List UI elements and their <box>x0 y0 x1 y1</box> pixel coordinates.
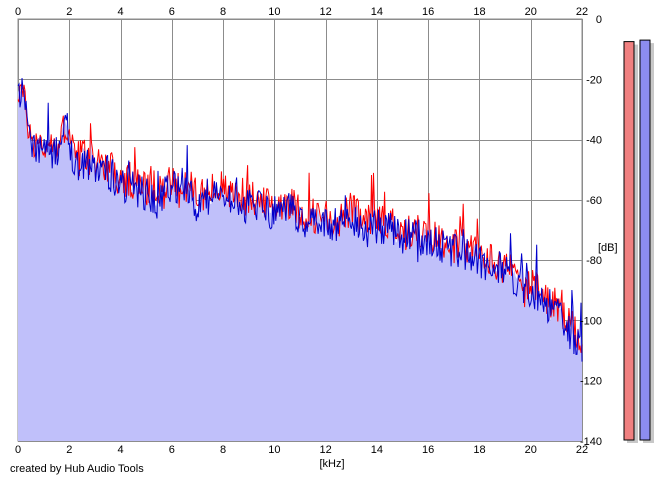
x-tick-label-top: 20 <box>525 6 537 18</box>
x-tick-label-bottom: 6 <box>169 444 175 456</box>
y-tick-label: -20 <box>586 74 602 86</box>
x-tick-label-top: 0 <box>15 6 21 18</box>
x-tick-labels-top: 0 2 4 6 8 10 12 14 16 18 20 22 <box>15 6 588 18</box>
x-tick-label-bottom: 14 <box>371 444 383 456</box>
x-tick-label-top: 16 <box>422 6 434 18</box>
x-tick-label-bottom: 16 <box>422 444 434 456</box>
x-tick-label-bottom: 2 <box>66 444 72 456</box>
level-meter-right <box>639 39 651 441</box>
x-tick-label-top: 10 <box>268 6 280 18</box>
x-tick-label-bottom: 10 <box>268 444 280 456</box>
y-tick-label: -100 <box>580 315 602 327</box>
credit-text: created by Hub Audio Tools <box>10 463 144 475</box>
y-tick-label: -140 <box>580 436 602 448</box>
y-tick-label: -60 <box>586 195 602 207</box>
y-tick-label: -40 <box>586 135 602 147</box>
x-tick-label-top: 8 <box>220 6 226 18</box>
x-tick-label-top: 18 <box>473 6 485 18</box>
y-axis-unit-label: [dB] <box>598 242 618 254</box>
x-tick-label-top: 14 <box>371 6 383 18</box>
y-tick-label: -120 <box>580 376 602 388</box>
y-tick-label: 0 <box>596 14 602 26</box>
spectrum-fill-area <box>18 84 582 441</box>
x-tick-label-top: 6 <box>169 6 175 18</box>
x-tick-label-bottom: 12 <box>320 444 332 456</box>
x-axis-unit-label: [kHz] <box>319 458 344 470</box>
x-tick-label-top: 2 <box>66 6 72 18</box>
level-meter-left <box>623 41 635 441</box>
x-tick-label-bottom: 0 <box>15 444 21 456</box>
x-tick-label-bottom: 4 <box>117 444 123 456</box>
y-tick-labels: 0 -20 -40 -60 -80 -100 -120 -140 <box>580 14 602 448</box>
y-tick-label: -80 <box>586 255 602 267</box>
x-tick-label-top: 22 <box>576 6 588 18</box>
x-tick-label-top: 12 <box>320 6 332 18</box>
level-meters <box>623 39 654 443</box>
x-tick-labels-bottom: 0 2 4 6 8 10 12 14 16 18 20 22 <box>15 444 588 456</box>
x-tick-label-bottom: 22 <box>576 444 588 456</box>
x-tick-label-bottom: 18 <box>473 444 485 456</box>
x-tick-label-top: 4 <box>117 6 123 18</box>
x-tick-label-bottom: 20 <box>525 444 537 456</box>
x-tick-label-bottom: 8 <box>220 444 226 456</box>
spectrum-line-right-channel <box>17 78 583 362</box>
